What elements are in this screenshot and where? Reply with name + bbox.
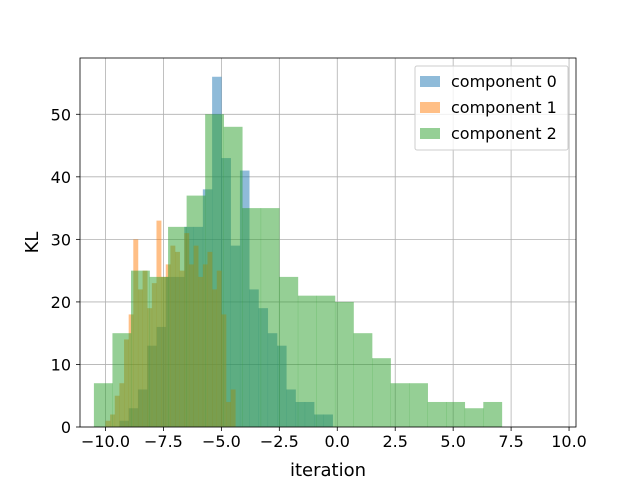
- x-axis-ticks: −10.0 −7.5 −5.0 −2.5 0.0 2.5 5.0 7.5 10.0: [81, 427, 587, 451]
- x-tick-label: −7.5: [144, 432, 183, 451]
- histogram-bar: [260, 208, 280, 427]
- legend-swatch: [420, 76, 440, 87]
- x-tick-label: 7.5: [498, 432, 523, 451]
- y-tick-label: 40: [51, 168, 71, 187]
- x-tick-label: −5.0: [202, 432, 241, 451]
- x-tick-label: −2.5: [260, 432, 299, 451]
- histogram-bar: [427, 401, 447, 427]
- y-tick-label: 10: [51, 355, 71, 374]
- histogram-bar: [464, 408, 484, 427]
- x-tick-label: 2.5: [382, 432, 407, 451]
- x-axis-label: iteration: [290, 460, 366, 480]
- x-tick-label: 5.0: [440, 432, 465, 451]
- histogram-bar: [149, 276, 169, 427]
- histogram-bar: [223, 126, 243, 428]
- histogram-bar: [409, 383, 428, 427]
- x-tick-label: 0.0: [325, 432, 350, 451]
- histogram-bar: [279, 276, 299, 427]
- histogram-bar: [205, 114, 225, 427]
- histogram-bar: [390, 383, 410, 427]
- histogram-bar: [130, 270, 150, 427]
- y-tick-label: 20: [51, 293, 71, 312]
- legend-box: [414, 65, 569, 151]
- legend-swatch: [420, 102, 440, 113]
- y-tick-label: 0: [61, 418, 71, 437]
- histogram-bar: [242, 208, 262, 427]
- legend: component 0 component 1 component 2: [414, 65, 569, 151]
- histogram-bar: [186, 195, 206, 427]
- histogram-bar: [446, 401, 466, 427]
- histogram-bar: [93, 383, 113, 427]
- y-tick-label: 30: [51, 230, 71, 249]
- y-tick-label: 50: [51, 105, 71, 124]
- legend-item: component 0: [420, 72, 557, 91]
- histogram-bar: [168, 226, 187, 427]
- y-axis-ticks: 0 10 20 30 40 50: [51, 105, 80, 437]
- histogram-bar: [316, 295, 336, 427]
- histogram-bar: [297, 295, 317, 427]
- histogram-bar: [334, 301, 354, 427]
- legend-item: component 2: [420, 124, 557, 143]
- histogram-bar: [483, 401, 503, 427]
- histogram-bar: [353, 333, 373, 427]
- legend-item: component 1: [420, 98, 557, 117]
- legend-label: component 1: [451, 98, 557, 117]
- legend-label: component 0: [451, 72, 557, 91]
- x-tick-label: 10.0: [551, 432, 587, 451]
- series-2-bars: [93, 114, 503, 428]
- histogram-bars: [93, 76, 503, 428]
- legend-label: component 2: [451, 124, 557, 143]
- plot-area-frame: [79, 57, 577, 428]
- histogram-bar: [112, 333, 132, 427]
- histogram-bar: [372, 358, 391, 427]
- legend-swatch: [420, 128, 440, 139]
- y-axis-label: KL: [22, 232, 43, 254]
- x-tick-label: −10.0: [81, 432, 130, 451]
